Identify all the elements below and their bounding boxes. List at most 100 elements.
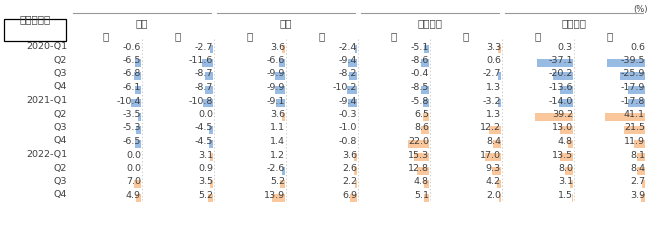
Text: 女: 女 [319,31,325,41]
Text: 12.8: 12.8 [408,164,429,173]
Bar [208,194,213,201]
Bar [421,59,429,67]
Bar [414,153,429,161]
Text: 13.5: 13.5 [552,150,573,160]
Bar [283,167,285,174]
Text: 0.0: 0.0 [126,150,141,160]
Bar [135,72,141,80]
Bar [492,167,501,174]
Text: -11.6: -11.6 [188,56,213,65]
Text: 13.9: 13.9 [264,191,285,200]
Bar [279,59,285,67]
Text: 9.3: 9.3 [486,164,501,173]
Text: -13.6: -13.6 [549,83,573,92]
Bar [281,113,285,120]
Bar [607,59,645,67]
Bar [642,194,645,201]
Bar [135,86,141,94]
Text: -0.3: -0.3 [339,110,357,119]
Bar [417,167,429,174]
Text: Q4: Q4 [53,82,67,92]
Bar [211,45,213,53]
Bar [620,72,645,80]
Text: -2.7: -2.7 [194,42,213,52]
Text: 13.0: 13.0 [552,123,573,133]
Text: -6.8: -6.8 [123,69,141,79]
Text: -3.2: -3.2 [482,96,501,106]
Text: -9.9: -9.9 [266,83,285,92]
Text: -17.9: -17.9 [621,83,645,92]
Bar [537,59,573,67]
Bar [624,126,645,134]
Text: Q4: Q4 [53,190,67,200]
Bar [209,180,213,188]
Text: -10.2: -10.2 [333,83,357,92]
Bar [347,86,357,94]
Bar [566,167,573,174]
Bar [628,99,645,107]
Text: 3.6: 3.6 [342,150,357,160]
Text: 3.6: 3.6 [270,110,285,119]
Text: -6.1: -6.1 [123,83,141,92]
Text: 3.3: 3.3 [486,42,501,52]
Text: Q3: Q3 [53,69,67,78]
Text: -3.5: -3.5 [122,110,141,119]
Bar [135,140,141,147]
Text: 2.6: 2.6 [342,164,357,173]
Bar [637,153,645,161]
Text: -8.5: -8.5 [411,83,429,92]
Text: 12.2: 12.2 [480,123,501,133]
Bar [202,59,213,67]
Text: -8.2: -8.2 [339,69,357,79]
Text: -8.7: -8.7 [194,69,213,79]
Text: 1.4: 1.4 [270,137,285,146]
Text: -0.4: -0.4 [411,69,429,79]
Text: 1.3: 1.3 [486,83,501,92]
Text: -20.2: -20.2 [549,69,573,79]
Bar [276,72,285,80]
Text: Q2: Q2 [53,109,67,119]
Bar [499,72,501,80]
Bar [560,153,573,161]
Bar [560,126,573,134]
Text: 4.8: 4.8 [558,137,573,146]
Bar [354,153,357,161]
Bar [535,113,573,120]
Text: 5.1: 5.1 [414,191,429,200]
Bar [135,59,141,67]
Bar [205,72,213,80]
Text: -9.1: -9.1 [266,96,285,106]
Text: 韓国: 韓国 [280,18,292,28]
Bar [424,45,429,53]
Bar [560,99,573,107]
Text: 1.3: 1.3 [486,110,501,119]
Text: 2020-Q1: 2020-Q1 [26,42,67,51]
Text: -4.5: -4.5 [194,123,213,133]
Bar [493,140,501,147]
Bar [355,180,357,188]
Text: 8.4: 8.4 [486,137,501,146]
Bar [209,126,213,134]
Text: フランス: フランス [417,18,443,28]
Text: 0.3: 0.3 [558,42,573,52]
Text: -37.1: -37.1 [549,56,573,65]
Bar [485,153,501,161]
Text: -8.7: -8.7 [194,83,213,92]
Bar [422,113,429,120]
Text: -10.8: -10.8 [188,96,213,106]
Text: 3.1: 3.1 [558,178,573,187]
Bar [281,45,285,53]
Text: -2.4: -2.4 [339,42,357,52]
Bar [421,126,429,134]
Text: 2021-Q1: 2021-Q1 [26,96,67,105]
Bar [421,86,429,94]
Text: 39.2: 39.2 [552,110,573,119]
Text: -9.9: -9.9 [266,69,285,79]
Text: -39.5: -39.5 [621,56,645,65]
Text: 日本: 日本 [136,18,148,28]
Text: 0.6: 0.6 [486,56,501,65]
Text: 男: 男 [391,31,397,41]
Text: Q3: Q3 [53,123,67,132]
Text: -10.4: -10.4 [116,96,141,106]
Text: 8.1: 8.1 [630,150,645,160]
